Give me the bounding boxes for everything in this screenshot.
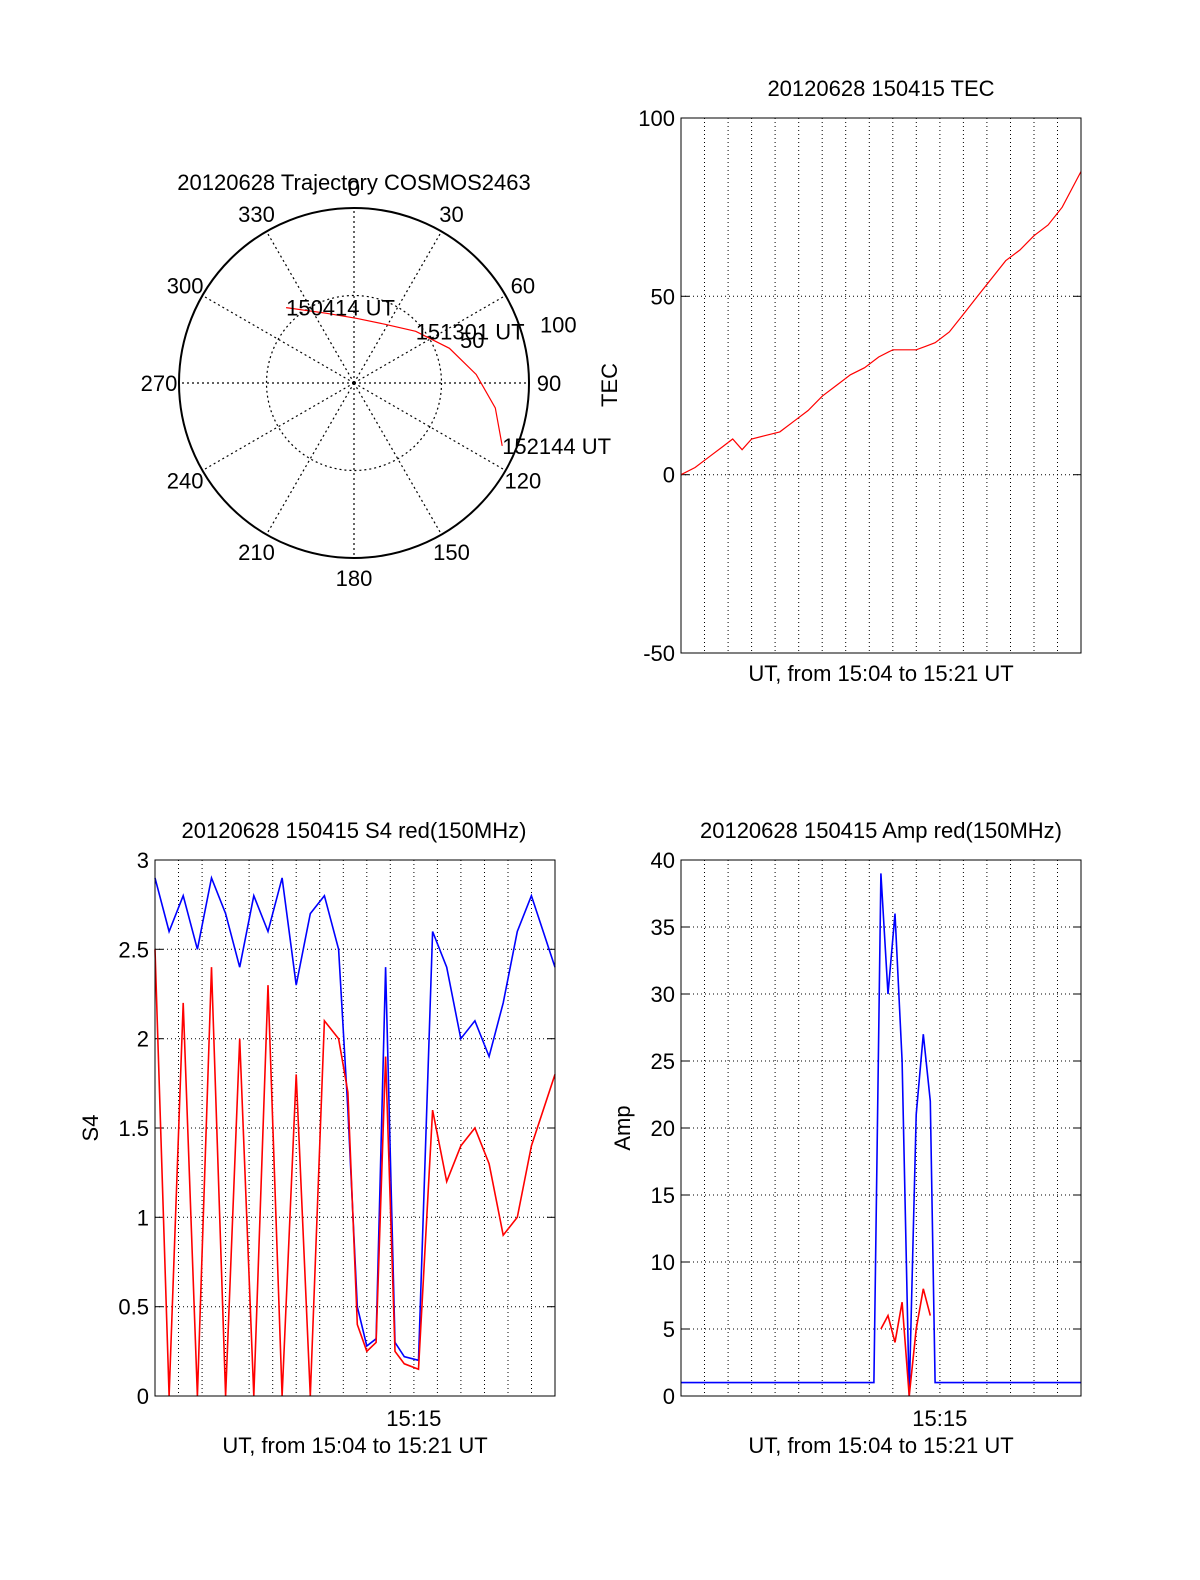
s4-title: 20120628 150415 S4 red(150MHz)	[182, 818, 527, 843]
y-tick-label: 2.5	[118, 937, 149, 962]
polar-inner-ring	[265, 294, 443, 472]
polar-track	[286, 307, 503, 447]
polar-annotations: 150414 UT 151301 UT 152144 UT	[286, 296, 611, 459]
y-tick-label: 5	[663, 1317, 675, 1342]
polar-azimuth-label: 180	[336, 566, 373, 591]
y-tick-label: 25	[651, 1049, 675, 1074]
s4-grid	[155, 859, 555, 1397]
s4-x-tick-labels: 15:15	[386, 1406, 441, 1431]
amp-y-axis-label: Amp	[610, 1105, 635, 1150]
polar-azimuth-label: 300	[167, 274, 204, 299]
polar-spoke	[353, 382, 506, 472]
amp-title: 20120628 150415 Amp red(150MHz)	[700, 818, 1062, 843]
polar-spoke	[202, 294, 355, 384]
polar-spoke	[265, 231, 355, 384]
s4-plot-frame	[154, 859, 556, 1397]
series-line	[880, 1288, 932, 1397]
polar-spoke	[353, 294, 506, 384]
y-tick-label: 3	[137, 848, 149, 873]
y-tick-label: 100	[638, 106, 675, 131]
polar-azimuth-label: 210	[238, 540, 275, 565]
trajectory-polar-chart: 20120628 Trajectory COSMOS2463 0 30 60 90 12…	[141, 170, 611, 591]
polar-track-line	[286, 307, 503, 447]
polar-radial-label: 50	[460, 328, 484, 353]
tec-series	[680, 171, 1082, 476]
polar-azimuth-label: 90	[537, 371, 561, 396]
amp-grid	[681, 859, 1081, 1397]
y-tick-label: 0.5	[118, 1295, 149, 1320]
polar-azimuth-label: 60	[511, 274, 535, 299]
polar-annotation: 150414 UT	[286, 296, 395, 321]
tec-plot-frame	[680, 117, 1082, 654]
polar-azimuth-label: 30	[439, 202, 463, 227]
y-tick-label: 1	[137, 1205, 149, 1230]
polar-azimuth-label: 270	[141, 371, 178, 396]
amp-x-axis-label: UT, from 15:04 to 15:21 UT	[748, 1433, 1013, 1458]
s4-series	[154, 875, 556, 1397]
polar-azimuth-label: 330	[238, 202, 275, 227]
y-tick-label: 0	[137, 1384, 149, 1409]
series-line	[154, 949, 556, 1397]
s4-x-axis-label: UT, from 15:04 to 15:21 UT	[222, 1433, 487, 1458]
series-line	[680, 171, 1082, 476]
tec-chart: 20120628 150415 TEC -50 0 50 100 UT, from 1…	[597, 76, 1082, 686]
y-tick-label: 0	[663, 1384, 675, 1409]
polar-radial-label: 100	[540, 313, 577, 338]
tec-y-tick-labels: -50 0 50 100	[638, 106, 675, 666]
s4-chart: 20120628 150415 S4 red(150MHz) 0 0.5 1 1.5 2…	[78, 818, 556, 1458]
polar-spoke	[353, 382, 443, 535]
y-tick-label: 10	[651, 1250, 675, 1275]
tec-grid	[681, 117, 1081, 654]
polar-azimuth-label: 150	[433, 540, 470, 565]
y-tick-label: 40	[651, 848, 675, 873]
polar-spoke	[353, 231, 443, 384]
polar-radial-labels: 50 100	[460, 313, 577, 353]
polar-azimuth-label: 240	[167, 469, 204, 494]
s4-y-tick-labels: 0 0.5 1 1.5 2 2.5 3	[118, 848, 149, 1409]
x-tick-label: 15:15	[386, 1406, 441, 1431]
tec-title: 20120628 150415 TEC	[767, 76, 994, 101]
y-tick-label: 15	[651, 1183, 675, 1208]
y-tick-label: -50	[643, 641, 675, 666]
tec-y-axis-label: TEC	[597, 363, 622, 407]
polar-azimuth-labels: 0 30 60 90 120 150 180 210 240 270 300 330	[141, 176, 562, 591]
polar-grid	[178, 207, 530, 559]
y-tick-label: 1.5	[118, 1116, 149, 1141]
polar-outer-ring	[178, 207, 530, 559]
y-tick-label: 0	[663, 463, 675, 488]
amp-x-tick-labels: 15:15	[912, 1406, 967, 1431]
amp-series	[681, 873, 1081, 1397]
y-tick-label: 50	[651, 284, 675, 309]
tec-x-axis-label: UT, from 15:04 to 15:21 UT	[748, 661, 1013, 686]
amp-plot-frame	[680, 859, 1082, 1397]
y-tick-label: 20	[651, 1116, 675, 1141]
s4-y-axis-label: S4	[78, 1115, 103, 1142]
polar-azimuth-label: 120	[505, 469, 542, 494]
amp-chart: 20120628 150415 Amp red(150MHz) 0 5 10 15 20…	[610, 818, 1082, 1458]
polar-annotation: 151301 UT	[416, 319, 525, 344]
polar-title: 20120628 Trajectory COSMOS2463	[177, 170, 530, 195]
polar-azimuth-label: 0	[348, 176, 360, 201]
amp-y-tick-labels: 0 5 10 15 20 25 30 35 40	[651, 848, 675, 1409]
y-tick-label: 2	[137, 1027, 149, 1052]
polar-spoke	[265, 382, 355, 535]
y-tick-label: 30	[651, 982, 675, 1007]
polar-annotation: 152144 UT	[502, 434, 611, 459]
y-tick-label: 35	[651, 915, 675, 940]
series-line	[681, 873, 1081, 1397]
x-tick-label: 15:15	[912, 1406, 967, 1431]
polar-spoke	[202, 382, 355, 472]
series-line	[154, 875, 556, 1362]
